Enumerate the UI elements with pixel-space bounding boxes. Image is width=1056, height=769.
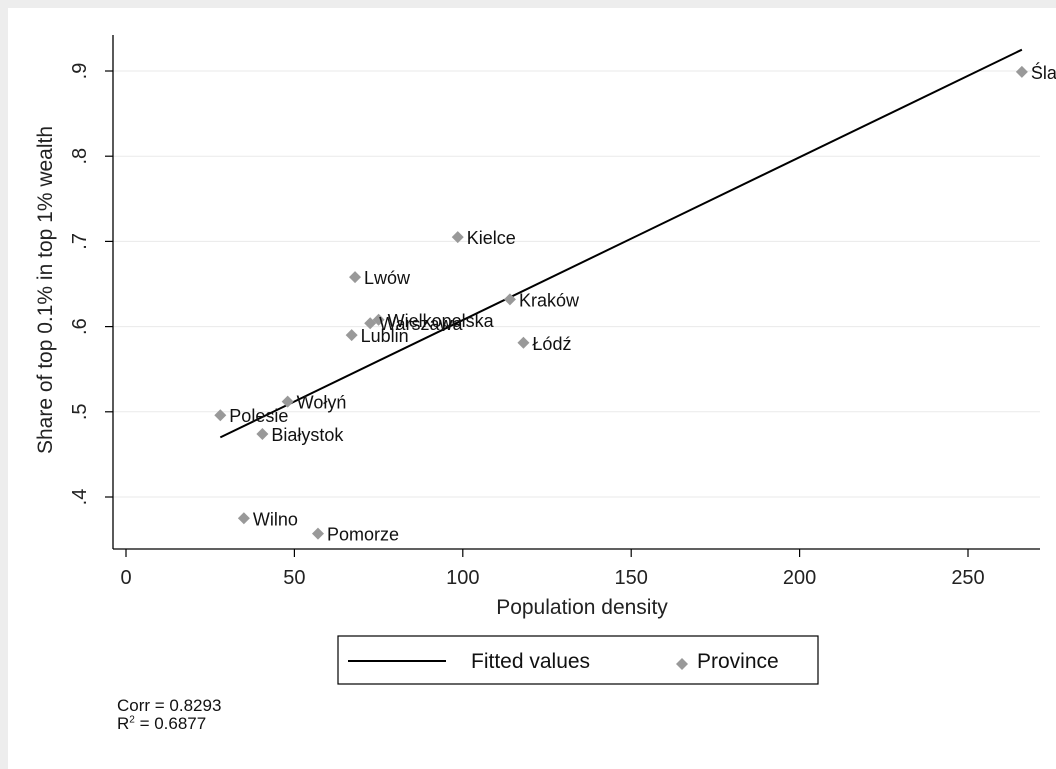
point-label-warszawa: Warszawa xyxy=(379,314,463,334)
point-kielce xyxy=(451,231,464,244)
x-tick-label-0: 0 xyxy=(120,567,131,589)
point-lwo-w xyxy=(349,271,362,284)
legend-fitted-label: Fitted values xyxy=(471,650,590,673)
x-axis-title: Population density xyxy=(496,596,668,619)
point-label-lwo-w: Lwów xyxy=(364,268,411,288)
point-bia-ystok xyxy=(256,427,269,440)
point-label-wilno: Wilno xyxy=(253,509,298,529)
y-tick-label-4: .8 xyxy=(69,148,91,165)
legend: Fitted values Province xyxy=(337,635,819,685)
legend-province-label: Province xyxy=(697,650,779,673)
point-s-la-sk xyxy=(1015,65,1028,78)
point-wo-yn- xyxy=(281,395,294,408)
point-krako-w xyxy=(503,293,516,306)
r2-value: = 0.6877 xyxy=(134,714,207,733)
point--o-dz- xyxy=(517,336,530,349)
r2-prefix: R xyxy=(117,714,130,733)
point-label-krako-w: Kraków xyxy=(519,290,580,310)
y-tick-label-5: .9 xyxy=(69,63,91,80)
x-tick-label-4: 200 xyxy=(783,567,816,589)
x-ticks: 0 50 100 150 200 250 xyxy=(120,549,985,589)
legend-province-swatch xyxy=(676,658,688,670)
point-label-wielkopolska: Wielkopolska xyxy=(388,311,495,331)
y-tick-label-2: .6 xyxy=(69,318,91,335)
y-ticks: .4 .5 .6 .7 .8 .9 xyxy=(69,63,113,506)
point-pomorze xyxy=(311,527,324,540)
province-points: Śla Kielce Lwów Kraków WielkopolskaWarszawaL… xyxy=(214,62,1056,545)
corr-note: Corr = 0.8293 xyxy=(117,696,222,715)
point-label-wo-yn-: Wołyń xyxy=(297,393,347,413)
fitted-line xyxy=(219,48,1023,439)
y-tick-label-1: .5 xyxy=(69,403,91,420)
gridlines xyxy=(113,70,1040,498)
point-wilno xyxy=(237,512,250,525)
y-tick-label-0: .4 xyxy=(69,489,91,506)
point-label--o-dz-: Łódź xyxy=(532,334,571,354)
point-label-lublin: Lublin xyxy=(361,326,409,346)
x-tick-label-1: 50 xyxy=(283,567,305,589)
y-axis-title: Share of top 0.1% in top 1% wealth xyxy=(34,126,57,454)
point-label-s-la-sk: Śla xyxy=(1031,62,1056,83)
r2-note: R2 = 0.6877 xyxy=(117,715,206,733)
point-label-pomorze: Pomorze xyxy=(327,525,399,545)
point-label-polesie: Polesie xyxy=(229,406,288,426)
axes xyxy=(112,35,1040,550)
y-tick-label-3: .7 xyxy=(69,233,91,250)
point-label-kielce: Kielce xyxy=(467,228,516,248)
fitted-line-group xyxy=(219,48,1023,439)
x-tick-label-5: 250 xyxy=(951,567,984,589)
point-warszawa xyxy=(364,317,377,330)
point-polesie xyxy=(214,409,227,422)
point-label-bia-ystok: Białystok xyxy=(271,425,344,445)
x-tick-label-2: 100 xyxy=(446,567,479,589)
point-lublin xyxy=(345,329,358,342)
r2-exponent: 2 xyxy=(129,714,135,726)
x-tick-label-3: 150 xyxy=(615,567,648,589)
